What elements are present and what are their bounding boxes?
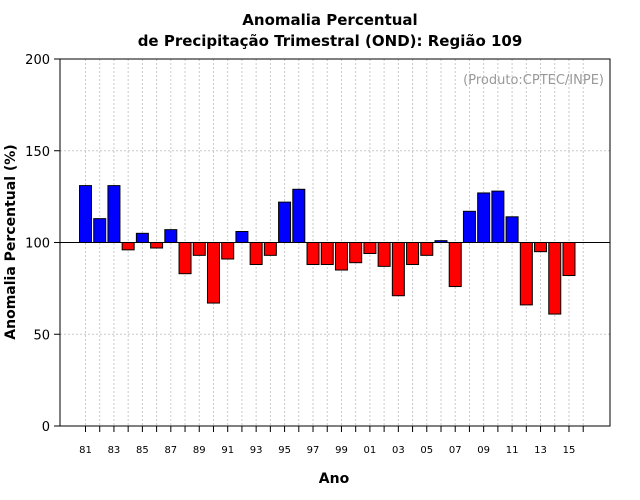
bar-87 xyxy=(164,229,178,243)
x-tick-label-97: 97 xyxy=(307,445,320,456)
bar-15 xyxy=(562,242,576,277)
bar-86 xyxy=(150,242,164,249)
x-tick-label-91: 91 xyxy=(221,445,234,456)
x-tick-label-99: 99 xyxy=(335,445,348,456)
x-tick-label-07: 07 xyxy=(449,445,462,456)
bar-94 xyxy=(263,242,277,256)
x-tick-label-95: 95 xyxy=(278,445,291,456)
bar-11 xyxy=(505,216,519,243)
y-tick-label-200: 200 xyxy=(25,53,50,68)
x-tick-label-85: 85 xyxy=(136,445,149,456)
bar-88 xyxy=(178,242,192,275)
bar-83 xyxy=(107,185,121,244)
bar-92 xyxy=(235,230,249,244)
bar-13 xyxy=(534,242,548,253)
bar-04 xyxy=(406,242,420,266)
bar-08 xyxy=(462,210,476,243)
bar-10 xyxy=(491,190,505,243)
x-tick-label-89: 89 xyxy=(193,445,206,456)
bar-97 xyxy=(306,242,320,266)
x-tick-label-01: 01 xyxy=(364,445,377,456)
chart-title-line1: Anomalia Percentual xyxy=(242,11,417,29)
bar-96 xyxy=(292,188,306,244)
bar-93 xyxy=(249,242,263,266)
y-axis-label: Anomalia Percentual (%) xyxy=(3,144,19,339)
bar-00 xyxy=(349,242,363,264)
bar-82 xyxy=(93,218,107,244)
grid xyxy=(60,59,610,426)
bar-99 xyxy=(334,242,348,271)
x-tick-label-15: 15 xyxy=(563,445,576,456)
x-tick-label-11: 11 xyxy=(506,445,519,456)
bar-85 xyxy=(135,232,149,243)
x-axis-label: Ano xyxy=(319,471,350,487)
x-tick-label-87: 87 xyxy=(164,445,177,456)
bar-84 xyxy=(121,242,135,251)
y-tick-label-150: 150 xyxy=(25,145,50,160)
bar-89 xyxy=(192,242,206,256)
bar-07 xyxy=(448,242,462,288)
x-tick-label-09: 09 xyxy=(477,445,490,456)
bar-14 xyxy=(548,242,562,315)
bar-09 xyxy=(477,192,491,243)
product-annotation: (Produto:CPTEC/INPE) xyxy=(463,73,604,88)
x-axis: 81 83 85 87 89 91 93 95 97 99 01 03 05 07 09 11 13 15 xyxy=(79,426,584,456)
y-tick-label-0: 0 xyxy=(42,420,50,435)
x-tick-label-05: 05 xyxy=(420,445,433,456)
x-tick-label-13: 13 xyxy=(534,445,547,456)
bar-12 xyxy=(519,242,533,306)
bar-02 xyxy=(377,242,391,267)
bar-03 xyxy=(391,242,405,297)
bar-05 xyxy=(420,242,434,256)
x-tick-label-93: 93 xyxy=(250,445,263,456)
bar-95 xyxy=(278,201,292,244)
chart-title-line2: de Precipitação Trimestral (OND): Região… xyxy=(138,32,523,50)
bar-91 xyxy=(221,242,235,260)
x-tick-label-81: 81 xyxy=(79,445,92,456)
y-tick-label-50: 50 xyxy=(33,328,50,343)
y-tick-label-100: 100 xyxy=(25,237,50,252)
bar-90 xyxy=(206,242,220,304)
y-axis: 0 50 100 150 200 xyxy=(25,53,60,435)
x-tick-label-83: 83 xyxy=(108,445,121,456)
x-tick-label-03: 03 xyxy=(392,445,405,456)
bar-98 xyxy=(320,242,334,266)
bar-01 xyxy=(363,242,377,255)
bar-81 xyxy=(79,185,92,244)
